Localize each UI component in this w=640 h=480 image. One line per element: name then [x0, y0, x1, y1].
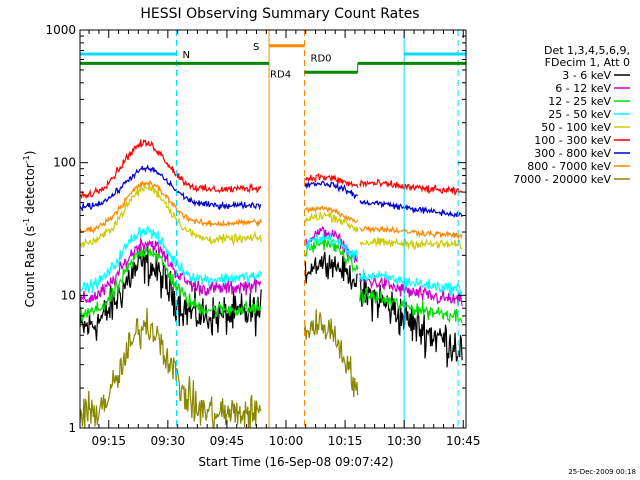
- y-axis-label-sup2: -1: [22, 155, 31, 163]
- y-axis-label-mid: detector: [23, 163, 37, 218]
- series-line-7-2: [359, 225, 463, 240]
- series-line-8-1: [303, 309, 359, 398]
- x-tick-label: 10:45: [446, 434, 481, 448]
- series-layer: [79, 138, 463, 430]
- x-axis-label: Start Time (16-Sep-08 09:07:42): [198, 455, 393, 469]
- legend-label: 6 - 12 keV: [555, 82, 611, 95]
- legend-label: 300 - 800 keV: [534, 147, 611, 160]
- series-line-2-2: [359, 287, 463, 324]
- series-line-4-1: [304, 211, 359, 234]
- series-line-4-2: [359, 237, 463, 251]
- series-line-4-0: [79, 183, 262, 249]
- series-line-8-0: [79, 307, 262, 430]
- series-line-7-1: [304, 205, 359, 224]
- legend-label: 100 - 300 keV: [534, 134, 611, 147]
- x-tick-label: 09:15: [91, 434, 126, 448]
- chart-title: HESSI Observing Summary Count Rates: [140, 6, 419, 22]
- night-label: N: [183, 50, 190, 61]
- series-line-6-0: [79, 163, 262, 212]
- series-line-7-0: [79, 179, 262, 235]
- x-tick-label: 09:45: [210, 434, 245, 448]
- legend: Det 1,3,4,5,6,9, FDecim 1, Att 0 3 - 6 k…: [513, 44, 630, 186]
- plot-frame: [79, 29, 467, 429]
- series-line-2-0: [79, 246, 262, 323]
- y-tick-label: 100: [53, 156, 76, 170]
- series-line-1-2: [359, 274, 463, 307]
- y-tick-label: 1: [68, 421, 76, 435]
- x-tick-label: 09:30: [151, 434, 186, 448]
- x-axis: 09:15 09:30 09:45 10:00 10:15 10:30 10:45: [88, 30, 481, 448]
- x-tick-label: 10:15: [328, 434, 363, 448]
- y-axis-label-sup1: -1: [22, 218, 31, 226]
- series-line-5-1: [304, 173, 359, 188]
- series-line-3-1: [303, 232, 359, 262]
- y-tick-label: 10: [61, 288, 76, 302]
- legend-label: 3 - 6 keV: [562, 69, 611, 82]
- annotation-layer: N S RD4 RD0: [79, 30, 466, 428]
- legend-header-line1: Det 1,3,4,5,6,9,: [544, 44, 630, 57]
- rd0-label: RD0: [311, 53, 332, 64]
- legend-label: 50 - 100 keV: [541, 121, 611, 134]
- series-line-3-2: [359, 268, 463, 297]
- y-axis: 1 10 100 1000: [45, 23, 466, 435]
- saa-label: S: [253, 42, 259, 53]
- series-line-6-2: [359, 199, 463, 218]
- y-axis-label-main: Count Rate (s: [23, 226, 37, 308]
- series-line-1-0: [79, 237, 262, 304]
- rd4-label: RD4: [270, 69, 291, 80]
- footer-timestamp: 25-Dec-2009 00:18: [568, 468, 636, 476]
- y-tick-label: 1000: [45, 23, 76, 37]
- series-line-6-1: [303, 180, 359, 200]
- x-tick-label: 10:30: [387, 434, 422, 448]
- series-line-5-0: [79, 138, 262, 200]
- legend-label: 25 - 50 keV: [548, 108, 611, 121]
- x-tick-label: 10:00: [269, 434, 304, 448]
- series-line-3-0: [79, 225, 262, 294]
- series-line-0-0: [79, 246, 262, 341]
- series-line-0-1: [303, 251, 358, 290]
- legend-label: 800 - 7000 keV: [527, 160, 611, 173]
- y-axis-label-end: ): [23, 151, 37, 156]
- legend-label: 7000 - 20000 keV: [513, 173, 611, 186]
- y-axis-label: Count Rate (s-1 detector-1): [22, 151, 37, 308]
- series-line-5-2: [359, 178, 463, 197]
- legend-label: 12 - 25 keV: [548, 95, 611, 108]
- legend-header-line2: FDecim 1, Att 0: [545, 56, 630, 69]
